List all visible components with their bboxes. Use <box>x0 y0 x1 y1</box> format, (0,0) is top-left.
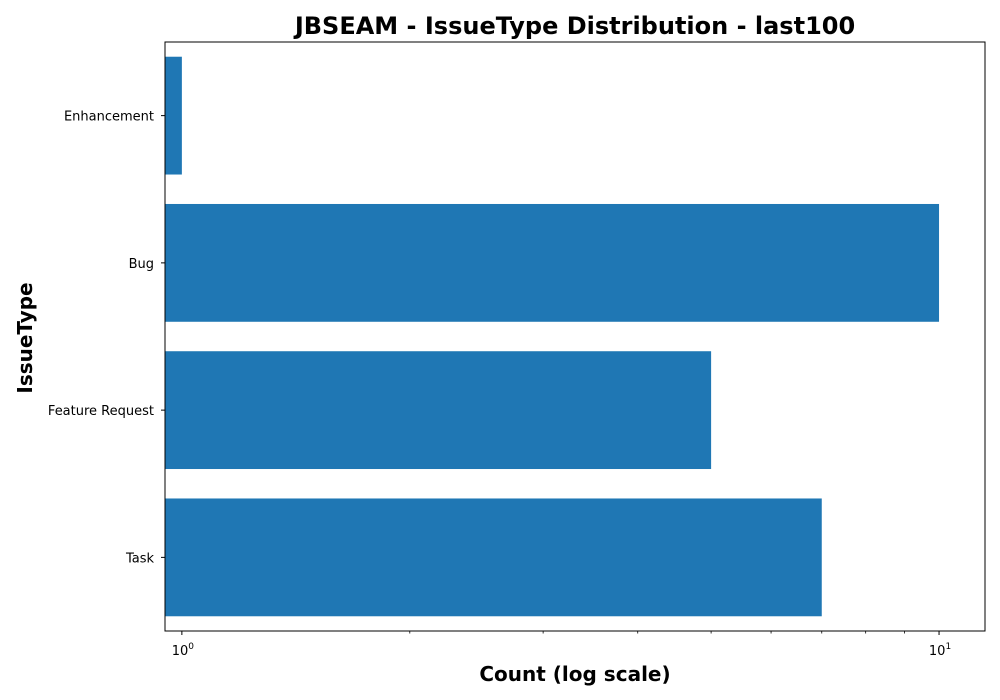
x-axis-label: Count (log scale) <box>479 662 670 686</box>
bar <box>165 498 822 617</box>
bars-layer <box>165 56 940 617</box>
x-tick-label: 100 <box>172 642 195 659</box>
x-tick-exponent: 1 <box>945 642 951 652</box>
x-tick-exponent: 0 <box>188 642 194 652</box>
y-axis: Enhancement Bug Feature Request Task <box>48 110 165 566</box>
chart-title: JBSEAM - IssueType Distribution - last10… <box>293 12 855 40</box>
x-tick-label: 101 <box>929 642 951 659</box>
y-axis-label: IssueType <box>13 282 37 393</box>
x-axis: 100 101 <box>172 631 951 659</box>
y-tick-label: Task <box>125 551 155 566</box>
y-tick-label: Feature Request <box>48 404 154 419</box>
y-tick-label: Enhancement <box>64 110 154 125</box>
bar <box>165 351 712 470</box>
plot-frame <box>164 41 986 632</box>
x-tick-base: 10 <box>929 644 946 659</box>
bar <box>165 203 940 322</box>
x-tick-base: 10 <box>172 644 189 659</box>
bar <box>165 56 182 175</box>
y-tick-label: Bug <box>129 257 154 272</box>
